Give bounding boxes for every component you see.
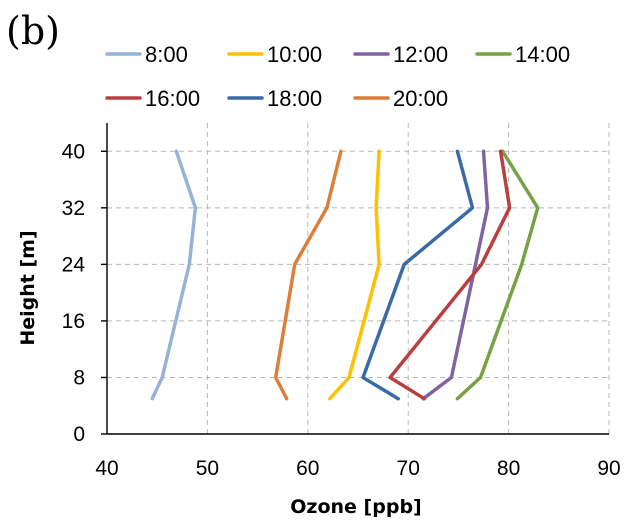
series-line-1800 [361,149,475,401]
panel-label: (b) [6,9,60,53]
y-tick-label: 8 [73,366,85,389]
y-axis-label: Height [m] [17,230,39,345]
legend-item-1400: 14:00 [475,42,570,67]
series-line-1200 [421,149,490,401]
legend-item-2000: 20:00 [353,86,448,111]
legend-item-1800: 18:00 [227,86,322,111]
legend-label: 20:00 [393,86,448,111]
series-line-1600 [388,149,512,401]
x-tick-label: 70 [397,457,420,480]
legend-item-800: 8:00 [105,42,188,67]
legend-label: 12:00 [393,42,448,67]
x-axis-label: Ozone [ppb] [290,496,421,518]
series-line-800 [150,149,198,401]
y-tick-label: 0 [73,423,85,446]
x-tick-labels: 40 50 60 70 80 90 [95,457,620,480]
series-line-1400 [455,149,540,401]
legend-label: 10:00 [267,42,322,67]
y-tick-label: 40 [62,140,85,163]
legend-label: 8:00 [145,42,188,67]
series-line-1000 [328,149,381,401]
legend-label: 16:00 [145,86,200,111]
y-tick-labels: 0 8 16 24 32 40 [62,140,86,446]
y-tick-label: 24 [62,253,86,276]
x-tick-label: 50 [196,457,219,480]
y-tick-label: 32 [62,197,85,220]
legend: 8:00 10:00 12:00 14:00 16:00 18:00 20:00 [105,42,570,111]
series-line-2000 [273,149,343,401]
legend-label: 14:00 [515,42,570,67]
x-tick-label: 40 [95,457,118,480]
x-tick-label: 90 [597,457,620,480]
legend-item-1200: 12:00 [353,42,448,67]
legend-label: 18:00 [267,86,322,111]
y-tick-label: 16 [62,310,85,333]
x-tick-label: 80 [497,457,520,480]
x-tick-label: 60 [296,457,319,480]
legend-item-1000: 10:00 [227,42,322,67]
axes [101,123,609,435]
series-lines [150,149,540,401]
legend-item-1600: 16:00 [105,86,200,111]
